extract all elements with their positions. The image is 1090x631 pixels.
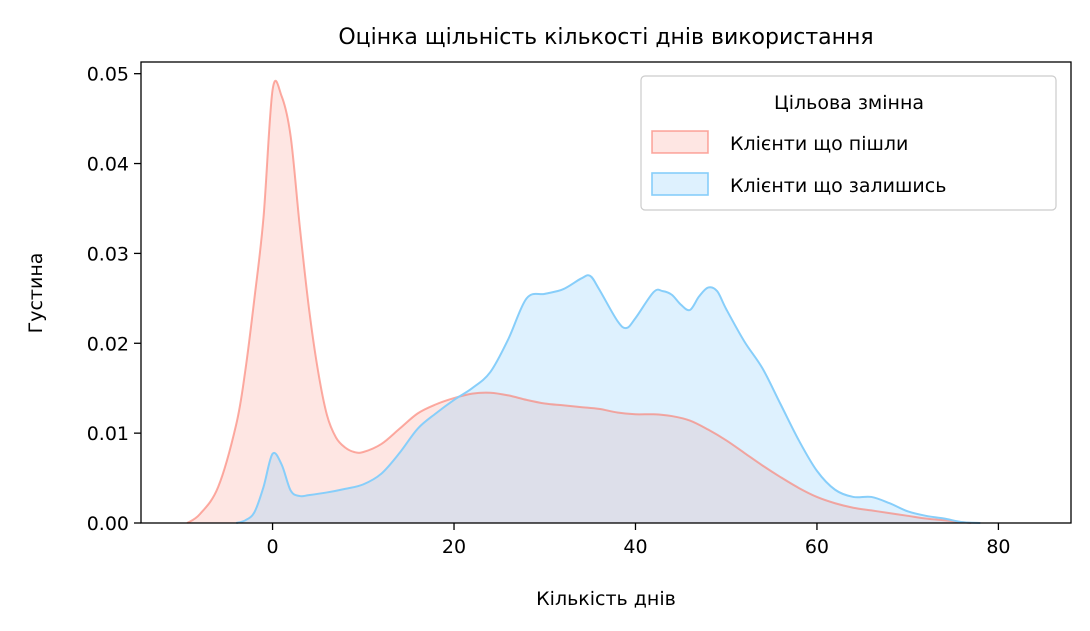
x-tick-label: 20	[442, 536, 466, 558]
legend-swatch-retained	[651, 172, 709, 196]
y-axis-label: Густина	[25, 253, 47, 334]
legend-box	[640, 75, 1057, 211]
density-area-retained	[236, 275, 981, 523]
plot-area	[186, 79, 981, 524]
x-tick-label: 0	[267, 536, 279, 558]
legend-label-retained: Клієнти що залишись	[730, 175, 946, 197]
x-tick-label: 40	[623, 536, 647, 558]
density-line-churned	[186, 79, 972, 524]
y-tick-label: 0.04	[87, 154, 129, 176]
x-axis-label: Кількість днів	[536, 588, 676, 610]
x-tick-label: 80	[986, 536, 1010, 558]
legend-label-churned: Клієнти що пішли	[730, 133, 908, 155]
plot-frame	[140, 61, 1072, 524]
legend: Цільова змінна Клієнти що пішли Клієнти …	[640, 75, 1057, 211]
chart-title: Оцінка щільність кількості днів використ…	[338, 25, 873, 50]
x-axis: 0 20 40 60 80	[267, 523, 1011, 558]
y-axis: 0.00 0.01 0.02 0.03 0.04 0.05	[87, 64, 141, 535]
y-tick-label: 0.00	[87, 513, 129, 535]
y-tick-label: 0.01	[87, 423, 129, 445]
legend-title: Цільова змінна	[774, 92, 924, 114]
density-line-retained	[235, 274, 981, 524]
x-tick-label: 60	[805, 536, 829, 558]
y-tick-label: 0.05	[87, 64, 129, 86]
y-tick-label: 0.03	[87, 243, 129, 265]
legend-swatch-churned	[651, 130, 709, 154]
y-tick-label: 0.02	[87, 333, 129, 355]
